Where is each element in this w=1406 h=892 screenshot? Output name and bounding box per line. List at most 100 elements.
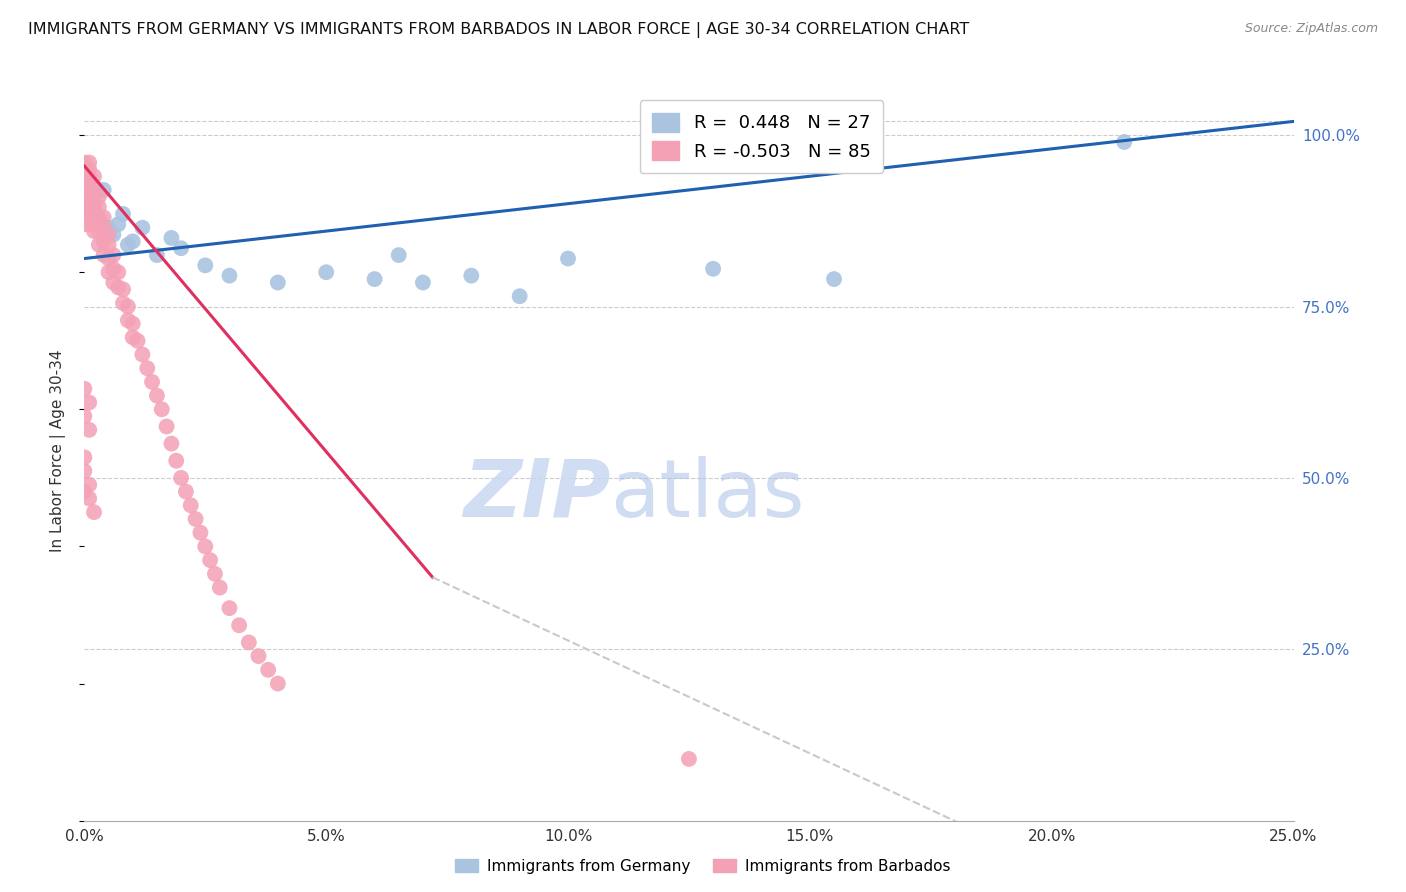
Point [93,183,115,197]
Point [73,211,96,225]
Point [218,268,240,283]
Point [194,259,217,273]
Point [208,581,231,595]
Point [702,261,724,276]
Point [267,676,290,690]
Point [83,214,105,228]
Point [73,409,96,424]
Point [460,268,482,283]
Point [150,402,173,417]
Point [77,423,100,437]
Y-axis label: In Labor Force | Age 30-34: In Labor Force | Age 30-34 [49,349,66,552]
Point [73,464,96,478]
Text: atlas: atlas [610,456,804,534]
Point [112,282,135,296]
Point [170,471,193,485]
Point [257,663,280,677]
Point [174,484,197,499]
Point [73,196,96,211]
Point [107,265,129,279]
Point [97,252,120,266]
Point [247,649,270,664]
Point [87,190,110,204]
Point [77,183,100,197]
Point [73,190,96,204]
Point [127,334,149,348]
Point [97,237,120,252]
Point [77,169,100,184]
Point [184,512,207,526]
Point [77,395,100,409]
Point [73,155,96,169]
Point [77,200,100,214]
Point [87,214,110,228]
Text: IMMIGRANTS FROM GERMANY VS IMMIGRANTS FROM BARBADOS IN LABOR FORCE | AGE 30-34 C: IMMIGRANTS FROM GERMANY VS IMMIGRANTS FR… [28,22,969,38]
Legend: R =  0.448   N = 27, R = -0.503   N = 85: R = 0.448 N = 27, R = -0.503 N = 85 [640,101,883,173]
Point [218,601,240,615]
Point [180,498,202,512]
Point [117,300,139,314]
Point [73,217,96,231]
Point [83,224,105,238]
Point [160,231,183,245]
Point [77,211,100,225]
Point [509,289,531,303]
Point [83,169,105,184]
Point [678,752,700,766]
Point [97,265,120,279]
Point [83,203,105,218]
Point [103,227,125,242]
Point [87,237,110,252]
Point [131,347,153,361]
Point [170,241,193,255]
Point [103,248,125,262]
Point [77,190,100,204]
Point [165,454,187,468]
Legend: Immigrants from Germany, Immigrants from Barbados: Immigrants from Germany, Immigrants from… [449,853,957,880]
Point [77,196,100,211]
Point [97,220,120,235]
Point [73,382,96,396]
Point [315,265,337,279]
Point [87,200,110,214]
Point [77,217,100,231]
Point [73,176,96,190]
Point [77,203,100,218]
Point [112,296,135,310]
Point [267,276,290,290]
Point [238,635,260,649]
Point [73,162,96,177]
Point [73,183,96,197]
Point [198,553,221,567]
Point [117,237,139,252]
Text: ZIP: ZIP [463,456,610,534]
Point [823,272,845,286]
Point [146,248,169,262]
Point [73,203,96,218]
Point [93,211,115,225]
Point [73,169,96,184]
Point [1114,135,1136,149]
Point [73,450,96,465]
Point [87,211,110,225]
Point [117,313,139,327]
Point [93,220,115,235]
Point [141,375,163,389]
Point [103,261,125,276]
Text: Source: ZipAtlas.com: Source: ZipAtlas.com [1244,22,1378,36]
Point [73,484,96,499]
Point [388,248,411,262]
Point [77,176,100,190]
Point [146,389,169,403]
Point [83,505,105,519]
Point [121,235,143,249]
Point [103,276,125,290]
Point [131,220,153,235]
Point [87,224,110,238]
Point [77,162,100,177]
Point [83,190,105,204]
Point [77,155,100,169]
Point [77,491,100,506]
Point [121,330,143,344]
Point [204,566,226,581]
